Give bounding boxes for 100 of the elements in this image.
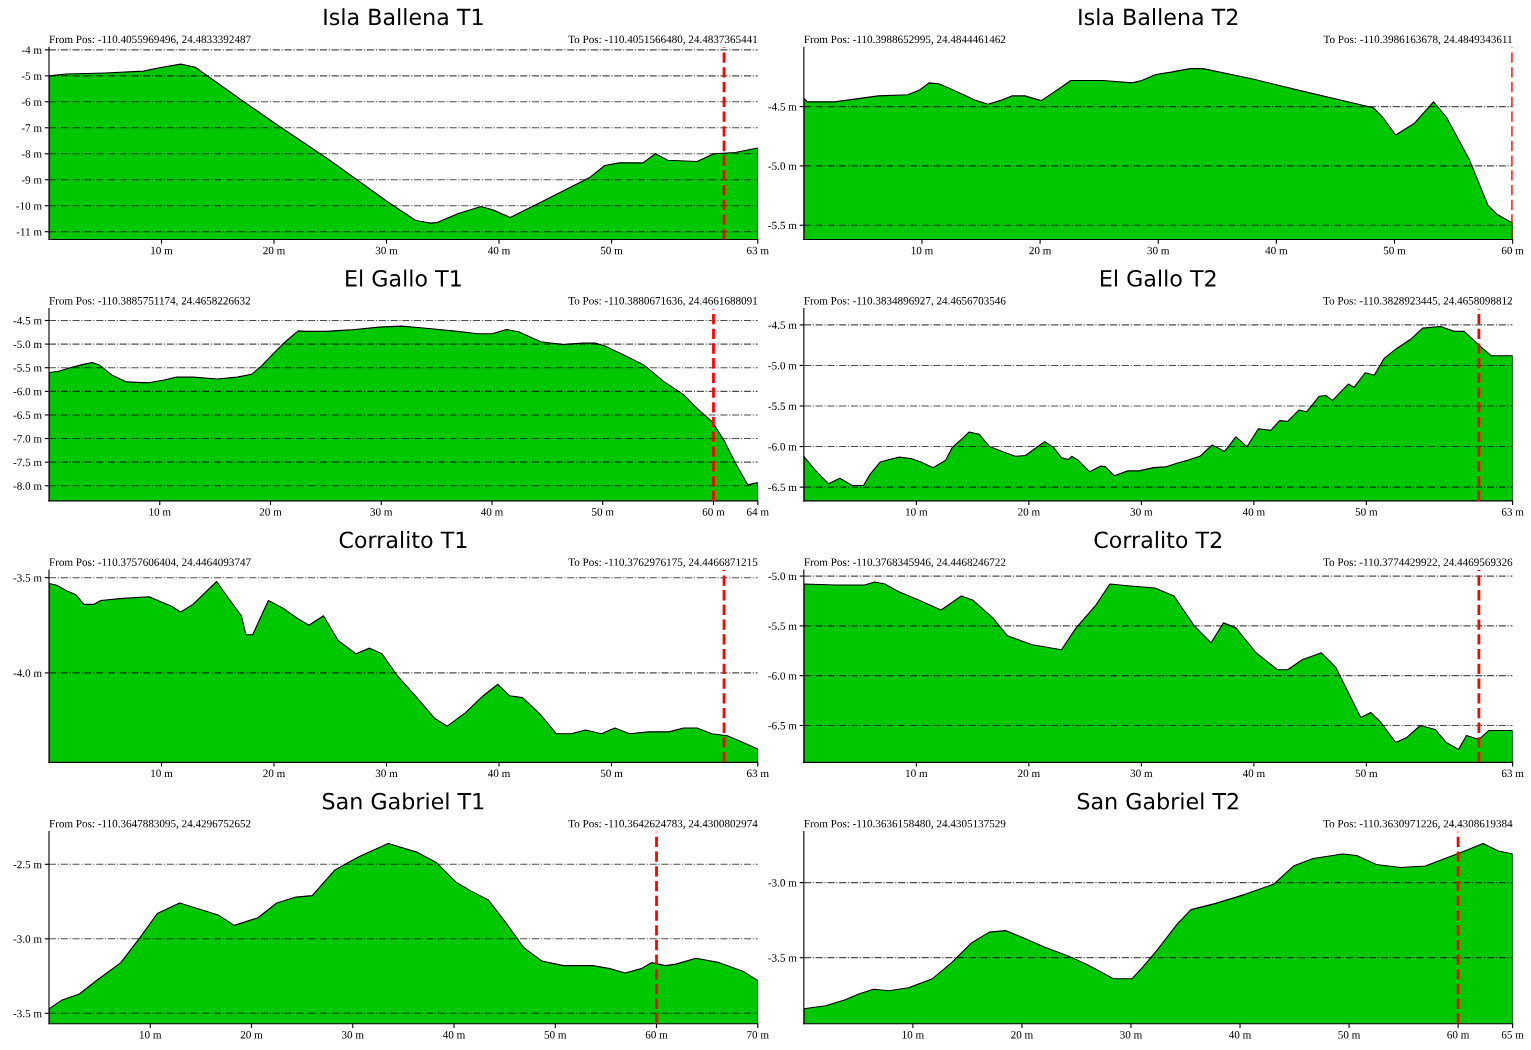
x-tick-label: 10 m [151,769,173,778]
x-tick-label: 50 m [600,769,623,778]
y-tick-label: -4.0 m [13,669,42,677]
x-tick-label: 30 m [370,508,393,516]
text: To Pos: -110.3828923445, 24.4658098812 [1323,297,1513,307]
x-tick-label: 63 m [746,246,769,255]
chart-title: Isla Ballena T2 [1079,8,1238,26]
x-tick-label: 30 m [375,246,398,255]
x-tick-label: 30 m [375,769,398,778]
x-tick-label: 10 m [911,246,934,255]
text: From Pos: -110.3988652995, 24.4844461462 [804,35,1006,45]
y-tick-label: -5.0 m [13,340,42,349]
chart-title: El Gallo T1 [346,269,461,287]
y-tick-label: -4.5 m [768,321,797,329]
x-tick-label: 63 m [746,769,769,778]
x-tick-label: 50 m [592,508,614,516]
x-tick-label: 40 m [1265,246,1288,255]
x-tick-label: 64 m [746,508,769,516]
y-tick-label: -3.5 m [768,954,797,962]
x-tick-label: 20 m [259,508,282,516]
y-tick-label: -5.0 m [768,361,797,370]
text: From Pos: -110.3834896927, 24.4656703546 [804,297,1006,307]
chart-title: El Gallo T2 [1101,269,1216,287]
x-tick-label: 70 m [747,1031,769,1039]
x-tick-label: 50 m [1383,246,1406,255]
y-tick-label: -5.5 m [768,622,797,630]
x-tick-label: 40 m [1242,769,1265,778]
y-tick-label: -7 m [21,124,42,132]
text: To Pos: -110.3774429922, 24.4469569326 [1323,558,1513,568]
y-tick-label: -7.0 m [13,435,42,443]
y-tick-label: -6.0 m [768,672,797,680]
y-tick-label: -3.5 m [13,1009,42,1018]
chart-title: Corralito T1 [339,530,467,549]
text: From Pos: -110.3757606404, 24.4464093747 [49,558,251,568]
x-tick-label: 63 m [1501,769,1524,778]
x-tick-label: 20 m [1018,508,1040,516]
chart-title: Corralito T2 [1094,530,1222,549]
chart-title: San Gabriel T2 [1077,792,1238,810]
y-tick-label: -10 m [16,202,42,210]
x-tick-label: 10 m [906,769,928,778]
y-tick-label: -5.5 m [13,364,42,372]
y-tick-label: -5.5 m [768,402,797,411]
x-tick-label: 20 m [1011,1031,1034,1039]
x-tick-label: 50 m [1355,769,1378,778]
y-tick-label: -2.5 m [13,860,42,869]
x-tick-label: 50 m [1355,508,1378,516]
y-tick-label: -4.5 m [13,317,42,325]
y-tick-label: -8 m [21,150,42,158]
y-tick-label: -4.5 m [768,103,797,111]
x-tick-label: 50 m [1338,1031,1361,1039]
text: To Pos: -110.3762976175, 24.4466871215 [568,558,758,568]
x-tick-label: 10 m [149,508,171,516]
text: From Pos: -110.3885751174, 24.4658226632 [49,297,251,307]
y-tick-label: -3.0 m [768,879,797,887]
y-tick-label: -6.5 m [13,411,42,419]
x-tick-label: 60 m [702,508,725,516]
y-tick-label: -6.0 m [768,443,797,451]
x-tick-label: 30 m [1130,769,1153,778]
x-tick-label: 20 m [263,769,286,778]
y-tick-label: -4 m [21,46,42,54]
chart-title: Isla Ballena T1 [324,8,483,26]
y-tick-label: -6 m [21,98,42,106]
y-tick-label: -7.5 m [13,458,42,467]
text: From Pos: -110.4055969496, 24.4833392487 [49,35,251,45]
x-tick-label: 65 m [1501,1031,1524,1039]
x-tick-label: 10 m [151,246,173,255]
x-tick-label: 10 m [139,1031,162,1039]
x-tick-label: 40 m [1228,1031,1252,1039]
y-tick-label: -5.0 m [768,162,797,170]
x-tick-label: 20 m [240,1031,263,1039]
y-tick-label: -5 m [21,72,42,80]
x-tick-label: 63 m [1501,508,1524,516]
x-tick-label: 20 m [1018,769,1040,778]
x-tick-label: 10 m [902,1031,924,1039]
y-tick-label: -3.0 m [13,935,42,943]
text: To Pos: -110.4051566480, 24.4837365441 [568,35,758,45]
x-tick-label: 40 m [1242,508,1265,516]
x-tick-label: 50 m [544,1031,567,1039]
x-tick-label: 30 m [1120,1031,1143,1039]
x-tick-label: 20 m [263,246,286,255]
y-tick-label: -9 m [21,176,42,184]
x-tick-label: 30 m [342,1031,364,1039]
text: To Pos: -110.3986163678, 24.4849343611 [1323,35,1512,45]
text: From Pos: -110.3768345946, 24.4468246722 [804,558,1006,568]
text: From Pos: -110.3647883095, 24.4296752652 [49,819,251,829]
x-tick-label: 40 m [487,769,511,778]
x-tick-label: 20 m [1029,246,1052,255]
y-tick-label: -6.5 m [768,483,797,492]
y-tick-label: -5.5 m [768,221,797,230]
x-tick-label: 40 m [480,508,504,516]
y-tick-label: -6.5 m [768,721,797,730]
x-tick-label: 60 m [645,1031,668,1039]
y-tick-label: -11 m [16,228,42,236]
x-tick-label: 60 m [1501,246,1524,255]
x-tick-label: 50 m [600,246,623,255]
x-tick-label: 60 m [1447,1031,1470,1039]
y-tick-label: -8.0 m [13,482,42,490]
text: From Pos: -110.3636158480, 24.4305137529 [804,819,1006,829]
text: To Pos: -110.3880671636, 24.4661688091 [568,297,758,307]
y-tick-label: -5.0 m [768,572,797,581]
